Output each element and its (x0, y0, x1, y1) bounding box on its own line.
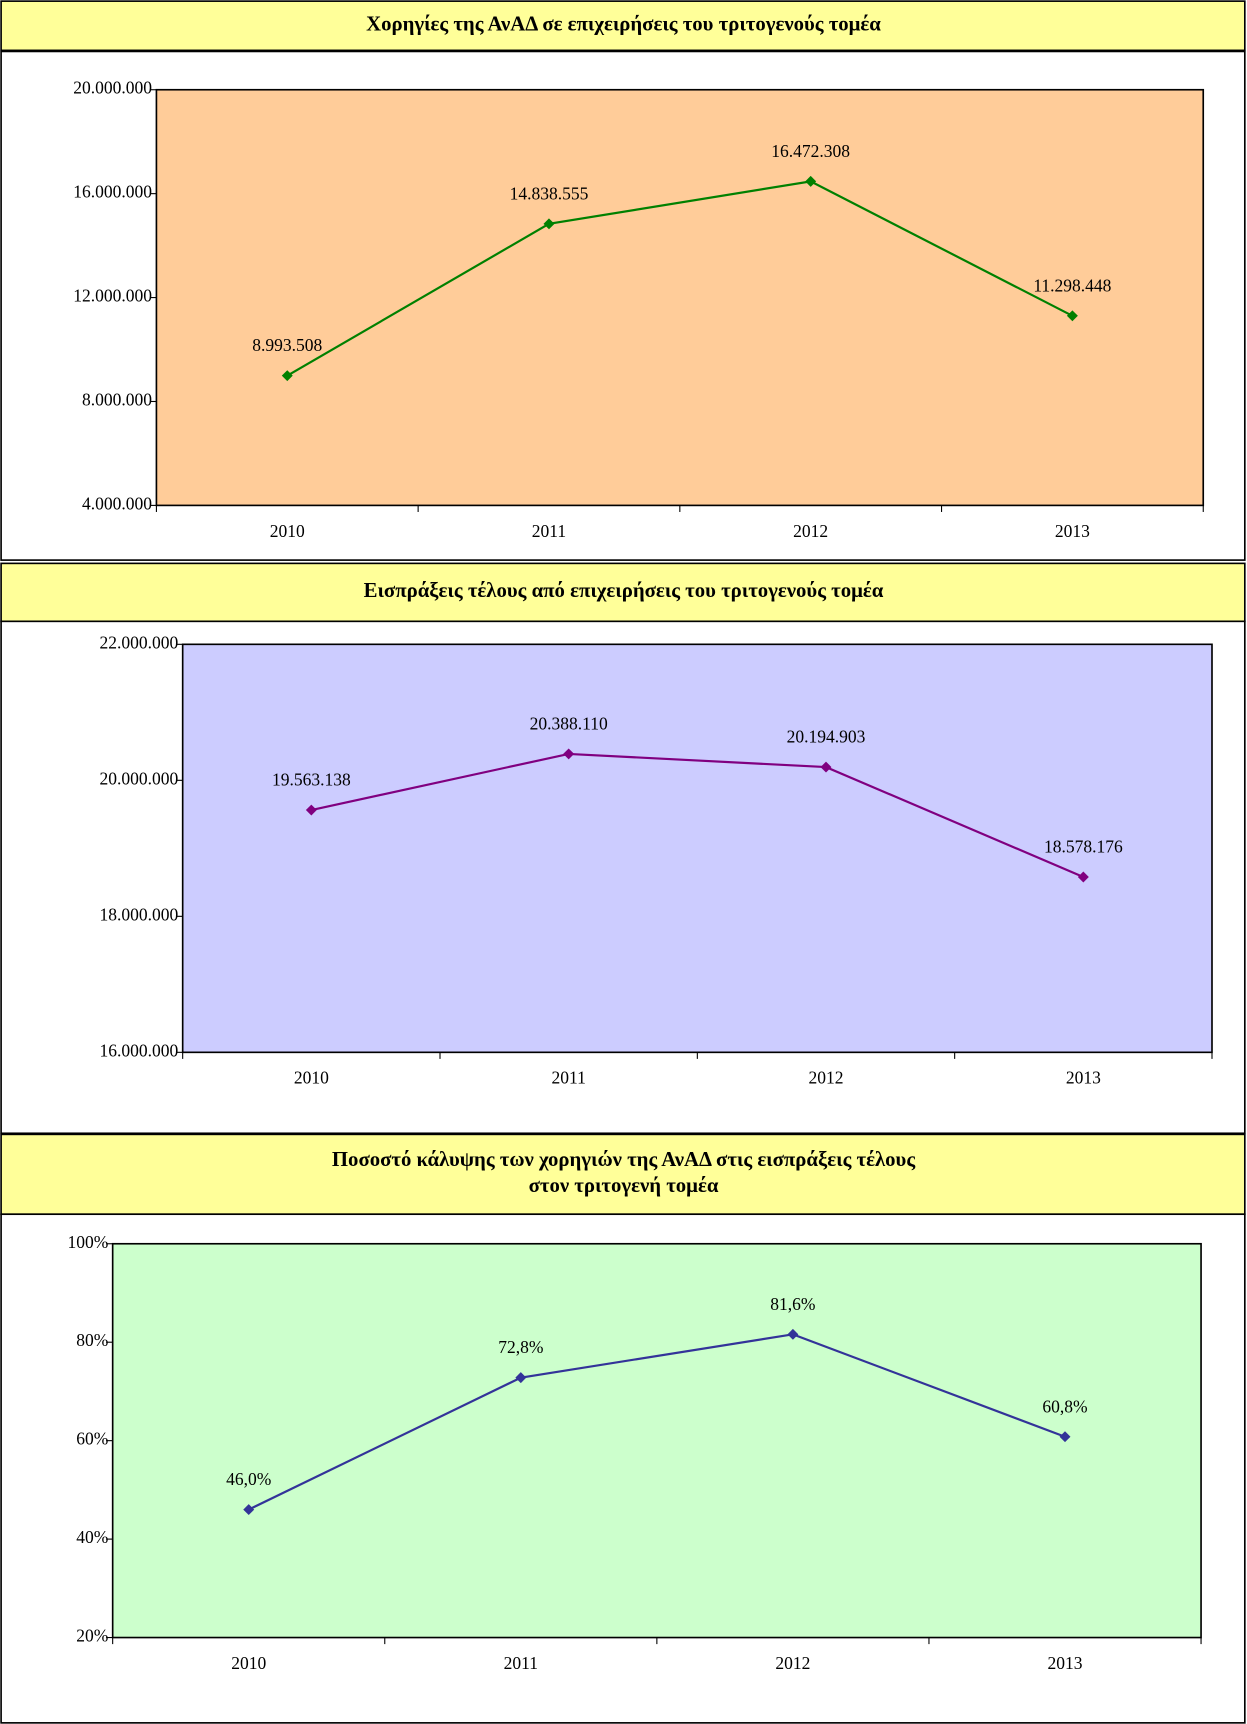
data-label: 20.388.110 (530, 714, 608, 734)
title-bar (0, 562, 1246, 623)
x-tick-label: 2010 (231, 1653, 266, 1673)
y-tick-label: 4.000.000 (82, 493, 152, 513)
data-point (787, 1328, 799, 1340)
x-tick-label: 2011 (504, 1653, 538, 1673)
chart-title: Εισπράξεις τέλους από επιχειρήσεις του τ… (364, 579, 884, 602)
data-point (543, 218, 555, 230)
plot-area (155, 88, 1205, 507)
series-line (311, 752, 1084, 879)
x-tick-label: 2010 (270, 521, 305, 541)
data-label: 19.563.138 (272, 770, 351, 790)
data-label: 18.578.176 (1044, 837, 1123, 857)
data-point (515, 1372, 527, 1384)
series-line (286, 180, 1073, 377)
y-tick-label: 60% (76, 1429, 108, 1449)
x-tick-label: 2010 (294, 1068, 329, 1088)
x-tick-label: 2013 (1055, 521, 1090, 541)
x-tick-label: 2013 (1048, 1653, 1083, 1673)
chart-title: στον τριτογενή τομέα (529, 1174, 719, 1197)
plot-area (181, 643, 1213, 1054)
y-tick-label: 16.000.000 (73, 182, 152, 202)
y-tick-label: 20.000.000 (100, 768, 179, 788)
y-tick-label: 16.000.000 (100, 1040, 179, 1060)
x-tick-label: 2013 (1066, 1068, 1101, 1088)
y-tick-label: 18.000.000 (100, 904, 179, 924)
data-point (243, 1504, 255, 1516)
y-tick-label: 40% (76, 1527, 108, 1547)
x-tick-label: 2011 (551, 1068, 585, 1088)
data-label: 8.993.508 (252, 335, 322, 355)
y-tick-label: 22.000.000 (100, 632, 179, 652)
data-label: 81,6% (770, 1294, 815, 1314)
data-label: 14.838.555 (510, 183, 589, 203)
data-label: 46,0% (226, 1469, 271, 1489)
y-tick-label: 20.000.000 (73, 78, 152, 98)
chart-title: Ποσοστό κάλυψης των χορηγιών της ΑνΑΔ στ… (332, 1148, 915, 1171)
data-label: 11.298.448 (1033, 275, 1111, 295)
y-tick-label: 20% (76, 1626, 108, 1646)
data-label: 16.472.308 (771, 141, 850, 161)
data-point (305, 804, 317, 816)
y-tick-label: 12.000.000 (73, 286, 152, 306)
plot-area (111, 1242, 1202, 1639)
title-bar (0, 0, 1246, 52)
data-label: 60,8% (1042, 1396, 1087, 1416)
y-tick-label: 100% (67, 1232, 108, 1252)
series-line (248, 1333, 1066, 1511)
x-tick-label: 2012 (793, 521, 828, 541)
title-bar (0, 1133, 1246, 1216)
data-label: 20.194.903 (787, 727, 866, 747)
y-tick-label: 8.000.000 (82, 390, 152, 410)
y-tick-label: 80% (76, 1330, 108, 1350)
data-point (281, 370, 293, 382)
chart-title: Χορηγίες της ΑνΑΔ σε επιχειρήσεις του τρ… (366, 13, 881, 36)
x-tick-label: 2011 (532, 521, 566, 541)
x-tick-label: 2012 (809, 1068, 844, 1088)
x-tick-label: 2012 (775, 1653, 810, 1673)
data-label: 72,8% (498, 1337, 543, 1357)
